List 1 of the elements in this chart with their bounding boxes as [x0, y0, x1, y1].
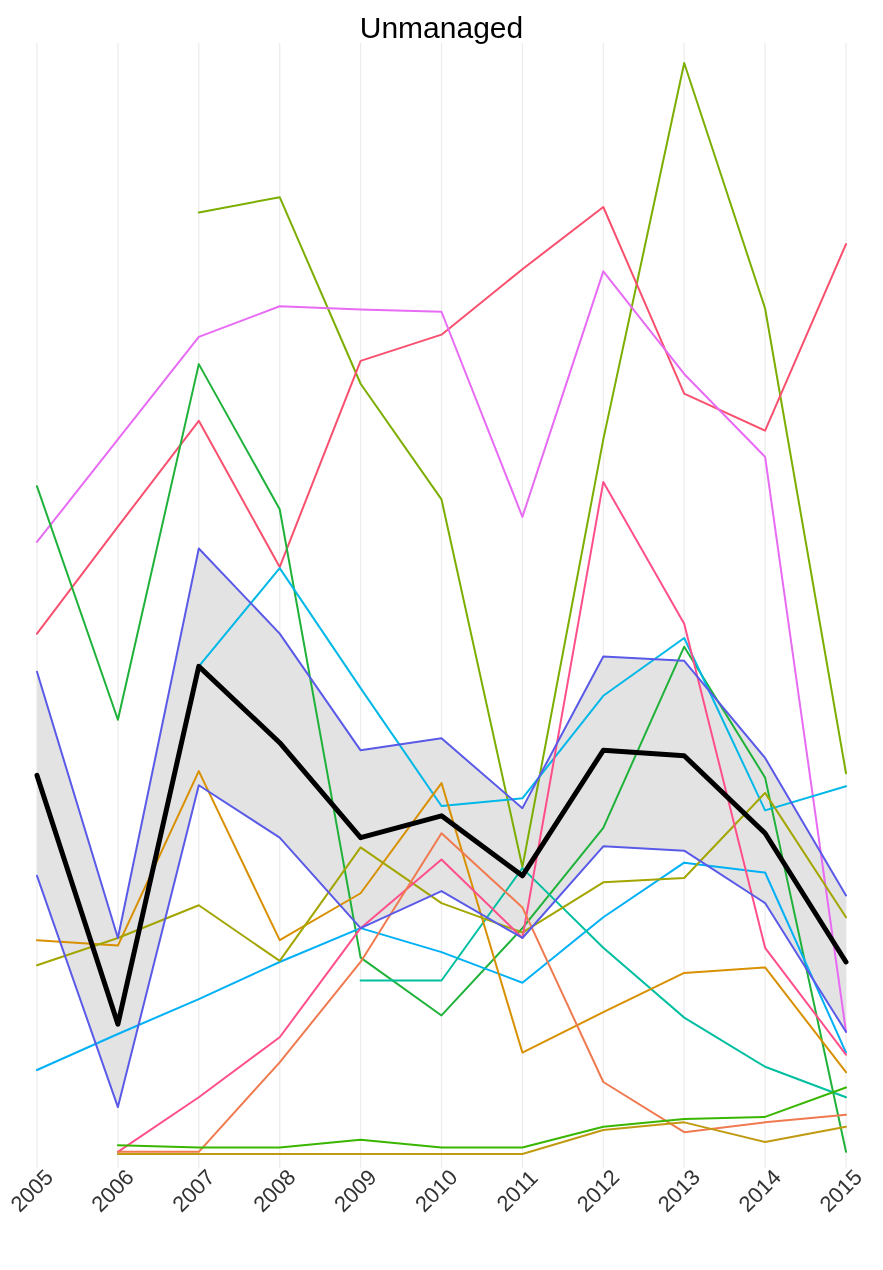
chart-title: Unmanaged — [359, 11, 524, 44]
